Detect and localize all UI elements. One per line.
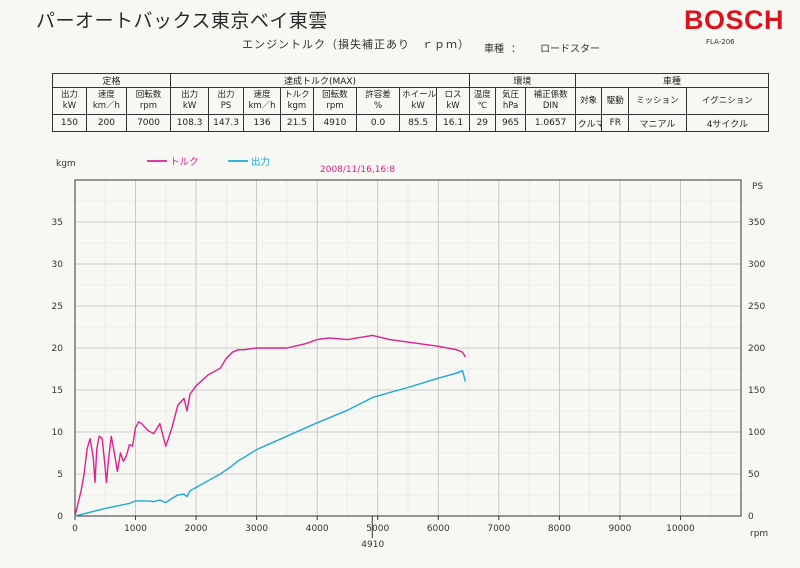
val-rated-rpm: 7000 (125, 114, 172, 132)
col-wheel: ホイール kW (399, 87, 438, 115)
y-right-tick-label: 250 (748, 302, 765, 312)
y-left-tick-label: 25 (52, 302, 63, 312)
chart-subtitle: エンジントルク（損失補正あり ｒｐｍ） (242, 38, 470, 51)
shop-name: パーオートバックス東京ベイ東雲 (36, 10, 328, 32)
y-left-tick-label: 10 (52, 428, 64, 438)
col-power-ps: 出力 PS (208, 87, 245, 115)
legend-label-power: 出力 (251, 156, 270, 168)
x-tick-label: 5000 (366, 524, 389, 534)
col-power-kw: 出力 kW (170, 87, 210, 115)
val-rpm: 4910 (312, 114, 357, 132)
col-rpm: 回転数 rpm (312, 87, 357, 115)
y-right-tick-label: 200 (748, 344, 765, 354)
vehicle-value: ロードスター (540, 44, 600, 55)
col-pressure: 気圧 hPa (494, 87, 527, 115)
y-left-tick-label: 20 (52, 344, 64, 354)
bosch-logo: BOSCH (684, 5, 785, 35)
torque-curve (74, 334, 467, 517)
val-power-kw: 108.3 (170, 114, 210, 132)
val-correction: 1.0657 (525, 114, 576, 132)
val-loss: 16.1 (436, 114, 470, 132)
val-drive: FR (601, 114, 630, 132)
col-torque: トルク kgm (279, 87, 314, 115)
val-mission: マニアル (628, 114, 687, 132)
x-tick-label: 4000 (306, 524, 329, 534)
y-right-tick-label: 350 (748, 218, 765, 228)
x-tick-label: 6000 (427, 524, 450, 534)
x-tick-label: 3000 (245, 524, 268, 534)
val-pressure: 965 (494, 114, 527, 132)
y-left-tick-label: 30 (52, 260, 64, 270)
x-tick-label: 7000 (487, 524, 510, 534)
x-tick-label: 9000 (608, 524, 631, 534)
run-timestamp: 2008/11/16,16:8 (320, 165, 395, 175)
col-rated-rpm: 回転数 rpm (125, 87, 172, 115)
vehicle-label: 車種 (484, 44, 504, 55)
val-rated-power: 150 (52, 114, 87, 132)
y-left-unit: kgm (56, 159, 76, 169)
spec-table: 定格 達成トルク(MAX) 環境 車種 出力 kW 速度 km／h 回転数 rpm 出… (51, 73, 770, 132)
y-right-tick-label: 150 (748, 386, 765, 396)
x-tick-label: 1000 (124, 524, 147, 534)
val-ignition: 4サイクル (685, 114, 770, 132)
y-right-tick-label: 300 (748, 260, 765, 270)
y-left-tick-label: 15 (52, 386, 63, 396)
y-left-tick-label: 0 (57, 512, 63, 522)
peak-rpm-label: 4910 (361, 540, 384, 550)
y-right-tick-label: 100 (748, 428, 765, 438)
x-tick-label: 8000 (548, 524, 571, 534)
x-tick-label: 2000 (185, 524, 208, 534)
vehicle-colon: ： (511, 44, 521, 55)
col-loss: ロス kW (436, 87, 470, 115)
col-ignition: イグニション (685, 87, 770, 115)
y-left-tick-label: 35 (52, 218, 63, 228)
val-tolerance: 0.0 (355, 114, 401, 132)
val-speed: 136 (243, 114, 281, 132)
model-code: FLA-206 (706, 38, 735, 46)
col-rated-speed: 速度 km／h (85, 87, 127, 115)
y-right-tick-label: 0 (748, 512, 754, 522)
y-left-tick-label: 5 (57, 470, 63, 480)
plot-frame (74, 179, 742, 517)
power-curve (74, 370, 467, 517)
col-mission: ミッション (628, 87, 687, 115)
x-tick-label: 0 (72, 524, 78, 534)
y-right-tick-label: 50 (748, 470, 760, 480)
y-right-unit: PS (752, 182, 763, 192)
val-torque: 21.5 (279, 114, 314, 132)
val-wheel: 85.5 (399, 114, 438, 132)
x-unit: rpm (750, 529, 768, 539)
x-tick-label: 10000 (666, 524, 695, 534)
col-tolerance: 許容差% (355, 87, 401, 115)
legend-label-torque: トルク (170, 157, 199, 168)
